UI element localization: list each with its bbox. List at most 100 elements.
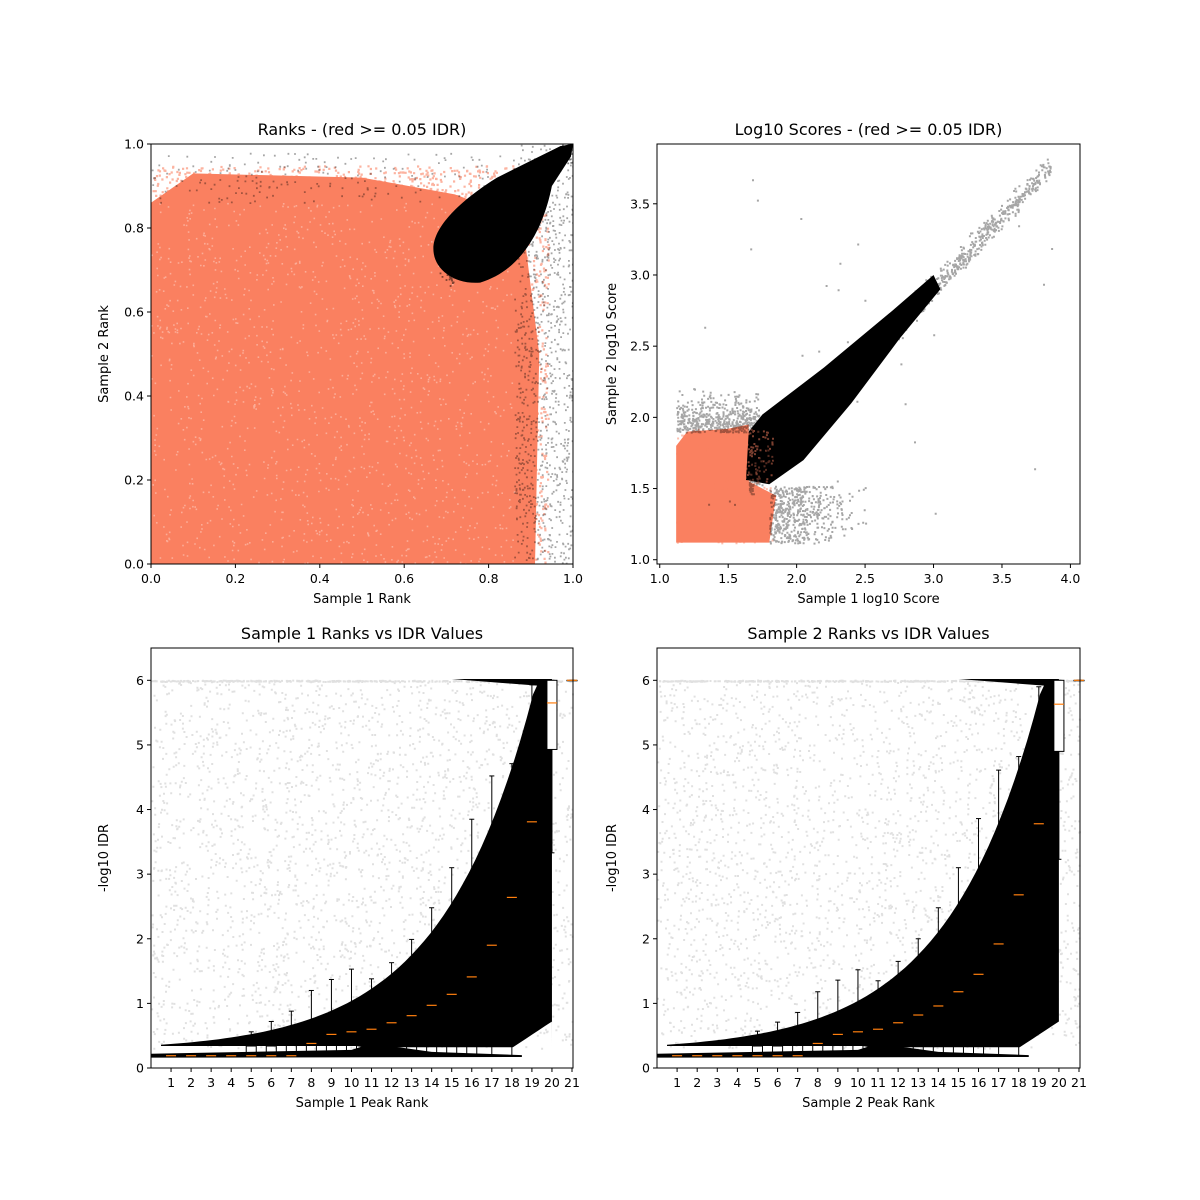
x-tick-label: 7 bbox=[287, 1075, 295, 1090]
x-tick-label: 0.0 bbox=[141, 571, 161, 586]
boxplot-6 bbox=[265, 1020, 277, 1057]
x-tick-label: 9 bbox=[327, 1075, 335, 1090]
chart-title: Log10 Scores - (red >= 0.05 IDR) bbox=[735, 120, 1003, 139]
y-tick-label: 0.6 bbox=[124, 305, 144, 320]
y-axis-label: Sample 2 Rank bbox=[97, 305, 112, 403]
x-tick-label: 0.8 bbox=[479, 571, 499, 586]
box-iqr bbox=[1053, 679, 1065, 752]
boxplot-6 bbox=[772, 1021, 784, 1057]
boxplot-17 bbox=[486, 775, 498, 1057]
y-tick-label: 1.5 bbox=[630, 481, 650, 496]
axes-frame bbox=[656, 647, 1081, 1069]
idr-density-wedge bbox=[667, 680, 1059, 1048]
y-tick-label: 5 bbox=[136, 737, 144, 752]
box-iqr bbox=[972, 970, 985, 1057]
box-iqr bbox=[506, 891, 518, 947]
x-axis-label: Sample 1 Rank bbox=[313, 592, 411, 607]
x-tick-label: 2.0 bbox=[787, 571, 807, 586]
boxplot-8 bbox=[305, 989, 317, 1057]
idr-density-wedge bbox=[161, 680, 552, 1048]
idr-top-streak bbox=[451, 679, 552, 687]
x-tick-label: 8 bbox=[307, 1075, 315, 1090]
boxplot-19 bbox=[526, 684, 538, 949]
x-tick-label: 4 bbox=[733, 1075, 741, 1090]
boxplot-9 bbox=[832, 979, 844, 1057]
boxplot-13 bbox=[406, 938, 418, 1057]
x-tick-label: 17 bbox=[991, 1075, 1007, 1090]
y-tick-label: 2 bbox=[642, 931, 650, 946]
y-tick-label: 0.8 bbox=[124, 221, 144, 236]
x-tick-label: 6 bbox=[267, 1075, 275, 1090]
boxplot-1 bbox=[671, 1055, 683, 1057]
y-tick-label: 1 bbox=[136, 996, 144, 1011]
sample1-idr-plot-area bbox=[151, 679, 578, 1058]
y-tick-label: 0 bbox=[642, 1061, 650, 1076]
boxplot-17 bbox=[993, 769, 1005, 1057]
x-tick-label: 7 bbox=[794, 1075, 802, 1090]
x-tick-label: 1 bbox=[167, 1075, 175, 1090]
boxplot-10 bbox=[345, 968, 357, 1057]
x-tick-label: 20 bbox=[1051, 1075, 1067, 1090]
x-tick-label: 0.2 bbox=[225, 571, 245, 586]
x-tick-label: 3.0 bbox=[924, 571, 944, 586]
y-tick-label: 3.5 bbox=[630, 196, 650, 211]
y-tick-label: 0.4 bbox=[124, 389, 144, 404]
box-iqr bbox=[305, 1040, 317, 1057]
x-tick-label: 3.5 bbox=[992, 571, 1012, 586]
boxplot-12 bbox=[892, 960, 904, 1057]
x-tick-label: 17 bbox=[484, 1075, 500, 1090]
box-iqr bbox=[325, 1031, 337, 1057]
y-tick-label: 2.5 bbox=[630, 339, 650, 354]
y-tick-label: 1.0 bbox=[124, 137, 144, 152]
x-tick-label: 1.0 bbox=[563, 571, 583, 586]
fail-points bbox=[676, 428, 774, 545]
box-iqr bbox=[832, 1031, 844, 1057]
y-tick-label: 1.0 bbox=[630, 552, 650, 567]
y-tick-label: 4 bbox=[642, 802, 650, 817]
x-tick-label: 2 bbox=[187, 1075, 195, 1090]
axes-frame bbox=[150, 647, 574, 1069]
x-tick-label: 9 bbox=[834, 1075, 842, 1090]
x-tick-label: 4.0 bbox=[1060, 571, 1080, 586]
x-tick-label: 21 bbox=[564, 1075, 580, 1090]
y-tick-label: 4 bbox=[136, 802, 144, 817]
boxplot-7 bbox=[792, 1011, 804, 1057]
boxplot-16 bbox=[972, 818, 985, 1057]
x-tick-label: 11 bbox=[364, 1075, 380, 1090]
x-tick-label: 10 bbox=[850, 1075, 866, 1090]
box-iqr bbox=[932, 1001, 944, 1057]
box-iqr bbox=[345, 1028, 357, 1057]
x-tick-label: 18 bbox=[1011, 1075, 1027, 1090]
x-tick-label: 18 bbox=[504, 1075, 520, 1090]
chart-title: Ranks - (red >= 0.05 IDR) bbox=[258, 120, 467, 139]
ranks-plot-area bbox=[151, 144, 573, 564]
x-tick-label: 8 bbox=[814, 1075, 822, 1090]
y-tick-label: 3.0 bbox=[630, 267, 650, 282]
y-tick-label: 3 bbox=[136, 867, 144, 882]
box-iqr bbox=[1013, 891, 1025, 949]
x-tick-label: 15 bbox=[950, 1075, 966, 1090]
x-tick-label: 5 bbox=[247, 1075, 255, 1090]
boxplot-7 bbox=[285, 1010, 297, 1057]
y-tick-label: 6 bbox=[642, 673, 650, 688]
x-tick-label: 1 bbox=[673, 1075, 681, 1090]
x-tick-label: 5 bbox=[753, 1075, 761, 1090]
x-tick-label: 21 bbox=[1071, 1075, 1087, 1090]
y-axis-label: Sample 2 log10 Score bbox=[605, 283, 620, 425]
box-iqr bbox=[993, 938, 1005, 1016]
y-tick-label: 0.2 bbox=[124, 473, 144, 488]
boxplot-1 bbox=[165, 1055, 177, 1057]
boxplot-4 bbox=[225, 1055, 237, 1057]
x-tick-label: 2.5 bbox=[855, 571, 875, 586]
y-tick-label: 2 bbox=[136, 931, 144, 946]
x-tick-label: 0.4 bbox=[310, 571, 330, 586]
boxplot-2 bbox=[691, 1055, 703, 1057]
x-tick-label: 12 bbox=[384, 1075, 400, 1090]
x-axis-label: Sample 1 Peak Rank bbox=[296, 1096, 429, 1111]
boxplot-21 bbox=[566, 679, 578, 682]
box-iqr bbox=[812, 1040, 824, 1057]
x-tick-label: 13 bbox=[910, 1075, 926, 1090]
x-tick-label: 2 bbox=[693, 1075, 701, 1090]
boxplot-2 bbox=[185, 1055, 197, 1057]
